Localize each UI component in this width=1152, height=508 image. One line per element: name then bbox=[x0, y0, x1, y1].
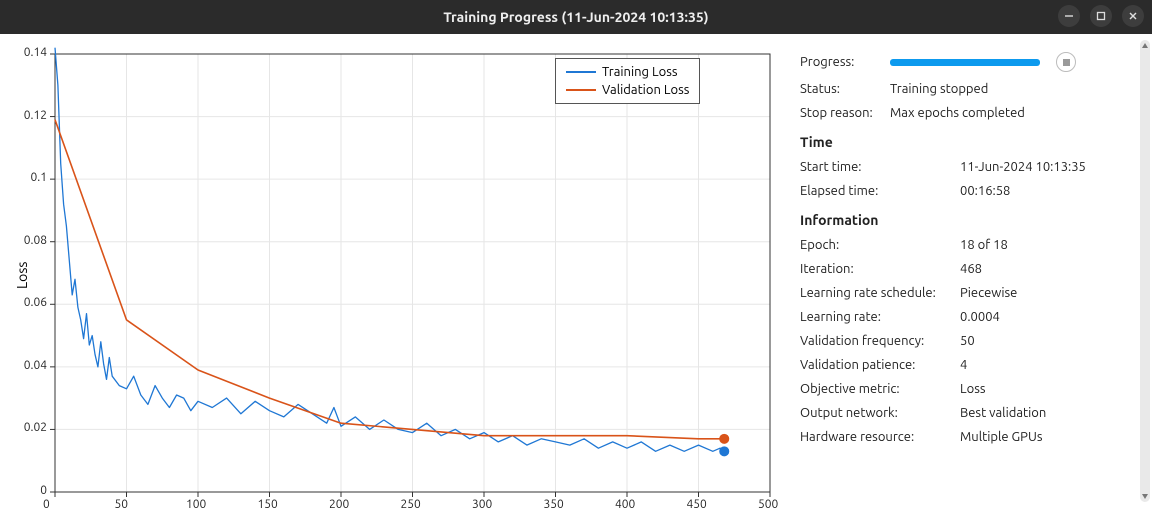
stopreason-label: Stop reason: bbox=[800, 106, 890, 120]
epoch-value: 18 of 18 bbox=[960, 238, 1136, 252]
elapsed-row: Elapsed time: 00:16:58 bbox=[800, 184, 1136, 198]
y-tick-label: 0.02 bbox=[24, 421, 47, 434]
chart-legend: Training LossValidation Loss bbox=[555, 58, 700, 104]
objmetric-label: Objective metric: bbox=[800, 382, 960, 396]
valfreq-row: Validation frequency: 50 bbox=[800, 334, 1136, 348]
y-tick-label: 0.04 bbox=[24, 359, 47, 372]
loss-chart: Training LossValidation Loss Loss Iterat… bbox=[0, 34, 790, 508]
window-titlebar: Training Progress (11-Jun-2024 10:13:35) bbox=[0, 0, 1152, 34]
x-tick-label: 450 bbox=[687, 498, 707, 508]
iteration-row: Iteration: 468 bbox=[800, 262, 1136, 276]
elapsed-label: Elapsed time: bbox=[800, 184, 960, 198]
status-value: Training stopped bbox=[890, 82, 1136, 96]
lrs-row: Learning rate schedule: Piecewise bbox=[800, 286, 1136, 300]
x-tick-label: 200 bbox=[329, 498, 349, 508]
y-axis-title: Loss bbox=[14, 262, 30, 289]
status-row: Status: Training stopped bbox=[800, 82, 1136, 96]
y-tick-label: 0.06 bbox=[24, 296, 47, 309]
x-tick-label: 250 bbox=[401, 498, 421, 508]
close-button[interactable] bbox=[1122, 5, 1144, 27]
progress-label: Progress: bbox=[800, 55, 890, 69]
valpat-row: Validation patience: 4 bbox=[800, 358, 1136, 372]
stop-icon bbox=[1063, 59, 1070, 66]
x-tick-label: 50 bbox=[115, 498, 129, 508]
outnet-label: Output network: bbox=[800, 406, 960, 420]
objmetric-row: Objective metric: Loss bbox=[800, 382, 1136, 396]
outnet-row: Output network: Best validation bbox=[800, 406, 1136, 420]
y-tick-label: 0.1 bbox=[31, 171, 48, 184]
legend-label: Validation Loss bbox=[602, 81, 689, 99]
lr-value: 0.0004 bbox=[960, 310, 1136, 324]
starttime-label: Start time: bbox=[800, 160, 960, 174]
hw-label: Hardware resource: bbox=[800, 430, 960, 444]
lrs-label: Learning rate schedule: bbox=[800, 286, 960, 300]
legend-swatch bbox=[566, 89, 596, 91]
legend-entry: Training Loss bbox=[566, 63, 689, 81]
info-panel: Progress: Status: Training stopped Stop … bbox=[790, 34, 1152, 508]
scroll-down-icon[interactable] bbox=[1141, 492, 1149, 500]
valpat-value: 4 bbox=[960, 358, 1136, 372]
x-tick-label: 500 bbox=[758, 498, 778, 508]
valpat-label: Validation patience: bbox=[800, 358, 960, 372]
stop-button[interactable] bbox=[1056, 52, 1076, 72]
y-tick-label: 0.14 bbox=[24, 46, 47, 59]
elapsed-value: 00:16:58 bbox=[960, 184, 1136, 198]
x-tick-label: 300 bbox=[472, 498, 492, 508]
objmetric-value: Loss bbox=[960, 382, 1136, 396]
hw-value: Multiple GPUs bbox=[960, 430, 1136, 444]
y-tick-label: 0.12 bbox=[24, 109, 47, 122]
lr-label: Learning rate: bbox=[800, 310, 960, 324]
iteration-value: 468 bbox=[960, 262, 1136, 276]
valfreq-value: 50 bbox=[960, 334, 1136, 348]
epoch-label: Epoch: bbox=[800, 238, 960, 252]
y-tick-label: 0 bbox=[40, 484, 47, 497]
minimize-button[interactable] bbox=[1058, 5, 1080, 27]
x-tick-label: 350 bbox=[544, 498, 564, 508]
lr-row: Learning rate: 0.0004 bbox=[800, 310, 1136, 324]
info-header: Information bbox=[800, 212, 1136, 228]
x-tick-label: 150 bbox=[258, 498, 278, 508]
legend-label: Training Loss bbox=[602, 63, 678, 81]
outnet-value: Best validation bbox=[960, 406, 1136, 420]
progress-row: Progress: bbox=[800, 52, 1136, 72]
scroll-up-icon[interactable] bbox=[1141, 42, 1149, 50]
lrs-value: Piecewise bbox=[960, 286, 1136, 300]
starttime-value: 11-Jun-2024 10:13:35 bbox=[960, 160, 1136, 174]
window-controls bbox=[1058, 5, 1144, 27]
valfreq-label: Validation frequency: bbox=[800, 334, 960, 348]
x-tick-label: 400 bbox=[615, 498, 635, 508]
time-header: Time bbox=[800, 134, 1136, 150]
progress-bar bbox=[890, 59, 1040, 66]
legend-entry: Validation Loss bbox=[566, 81, 689, 99]
stopreason-value: Max epochs completed bbox=[890, 106, 1136, 120]
stopreason-row: Stop reason: Max epochs completed bbox=[800, 106, 1136, 120]
window-title: Training Progress (11-Jun-2024 10:13:35) bbox=[443, 9, 708, 25]
y-tick-label: 0.08 bbox=[24, 234, 47, 247]
status-label: Status: bbox=[800, 82, 890, 96]
legend-swatch bbox=[566, 71, 596, 73]
x-tick-label: 100 bbox=[186, 498, 206, 508]
maximize-button[interactable] bbox=[1090, 5, 1112, 27]
iteration-label: Iteration: bbox=[800, 262, 960, 276]
chart-canvas bbox=[0, 34, 790, 508]
epoch-row: Epoch: 18 of 18 bbox=[800, 238, 1136, 252]
hw-row: Hardware resource: Multiple GPUs bbox=[800, 430, 1136, 444]
starttime-row: Start time: 11-Jun-2024 10:13:35 bbox=[800, 160, 1136, 174]
x-tick-label: 0 bbox=[43, 498, 50, 508]
main-content: Training LossValidation Loss Loss Iterat… bbox=[0, 34, 1152, 508]
